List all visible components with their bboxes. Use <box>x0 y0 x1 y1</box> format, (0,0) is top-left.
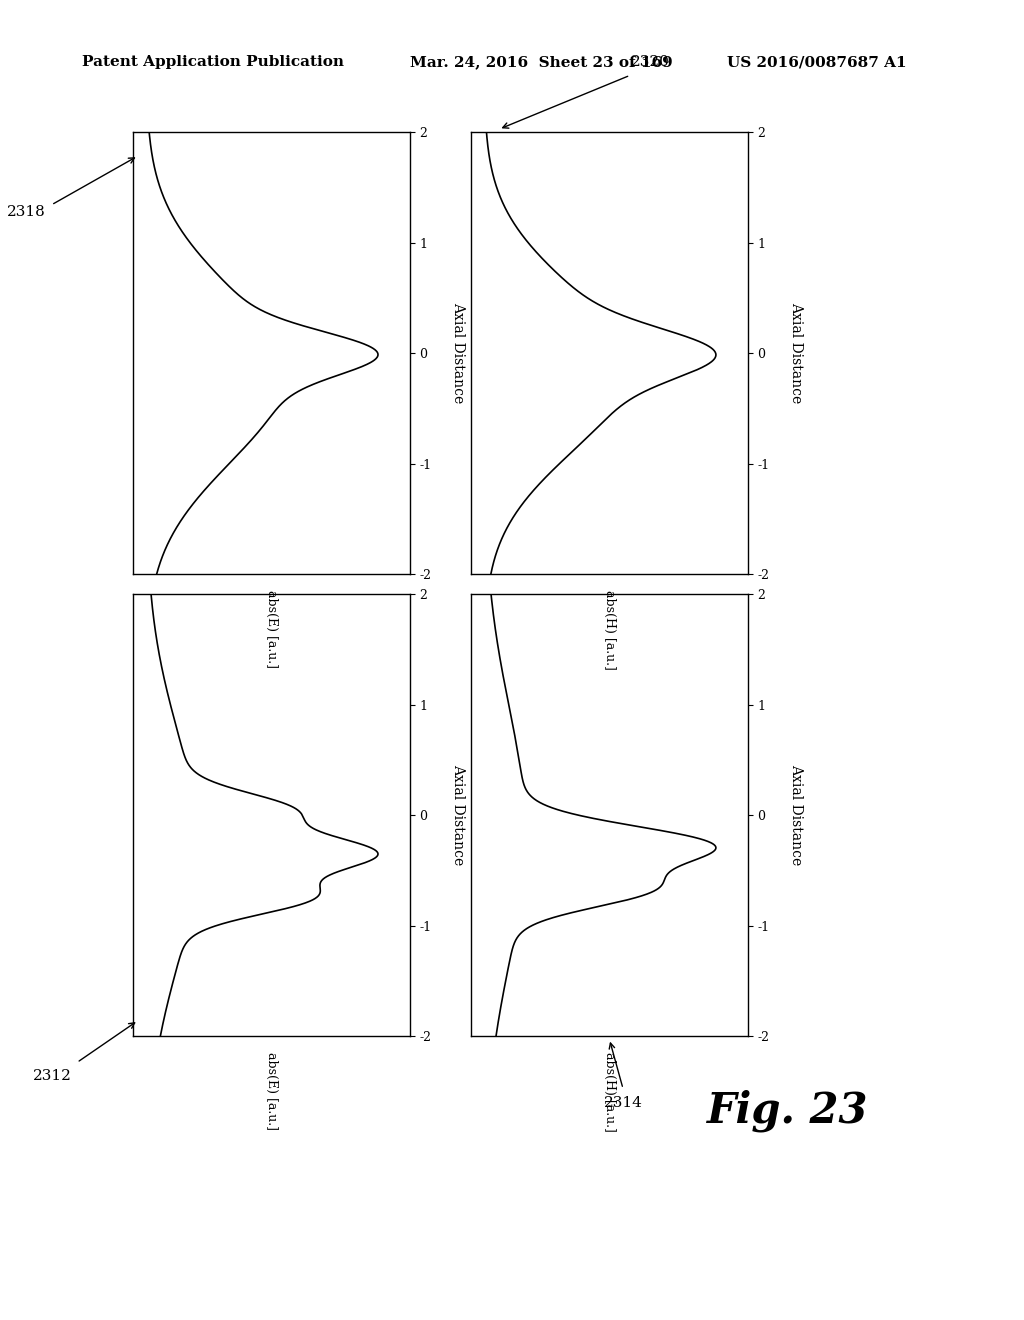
Text: abs(E) [a.u.]: abs(E) [a.u.] <box>265 590 278 668</box>
Text: abs(H) [a.u.]: abs(H) [a.u.] <box>603 1052 615 1133</box>
Text: 2320: 2320 <box>632 54 670 69</box>
Y-axis label: Axial Distance: Axial Distance <box>451 302 465 404</box>
Y-axis label: Axial Distance: Axial Distance <box>451 764 465 866</box>
Y-axis label: Axial Distance: Axial Distance <box>788 764 803 866</box>
Text: Fig. 23: Fig. 23 <box>707 1089 868 1131</box>
Text: 2314: 2314 <box>604 1096 642 1110</box>
Y-axis label: Axial Distance: Axial Distance <box>788 302 803 404</box>
Text: 2312: 2312 <box>33 1069 72 1084</box>
Text: Patent Application Publication: Patent Application Publication <box>82 55 344 70</box>
Text: abs(E) [a.u.]: abs(E) [a.u.] <box>265 1052 278 1130</box>
Text: abs(H) [a.u.]: abs(H) [a.u.] <box>603 590 615 671</box>
Text: US 2016/0087687 A1: US 2016/0087687 A1 <box>727 55 906 70</box>
Text: Mar. 24, 2016  Sheet 23 of 169: Mar. 24, 2016 Sheet 23 of 169 <box>410 55 673 70</box>
Text: 2318: 2318 <box>7 205 46 219</box>
